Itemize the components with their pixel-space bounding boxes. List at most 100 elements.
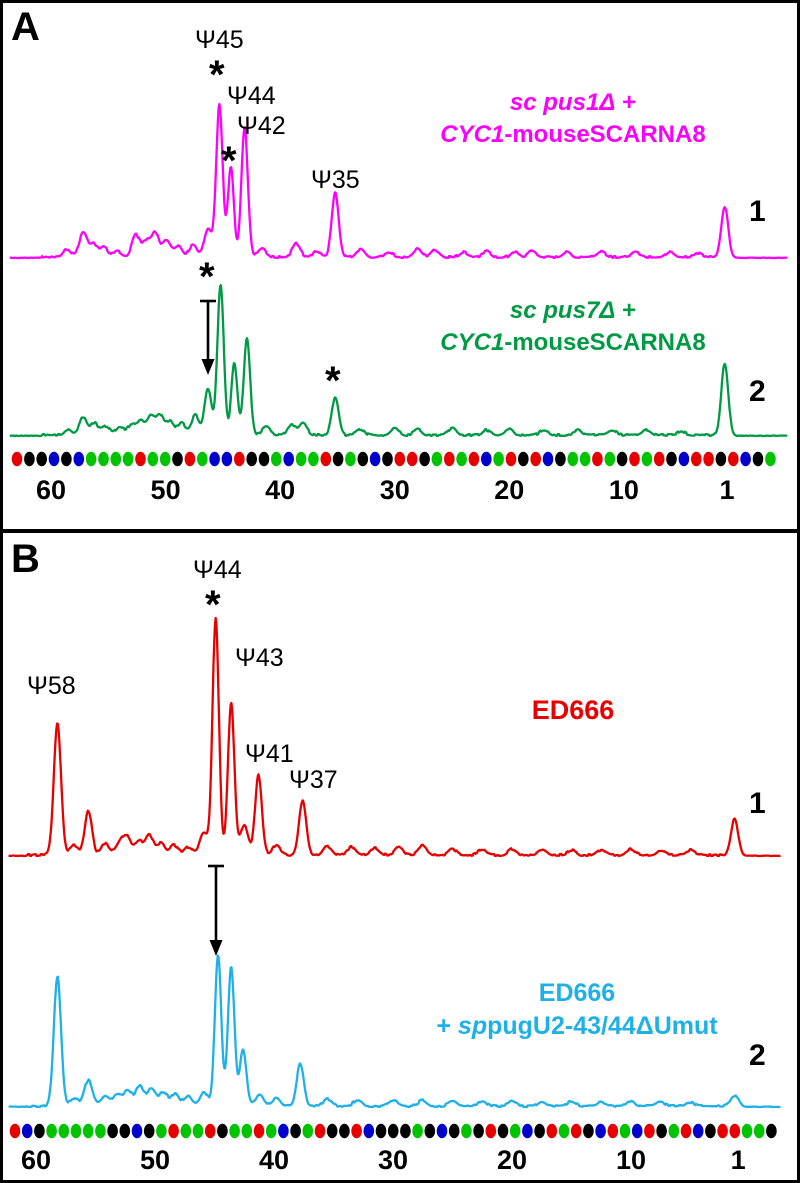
sequence-dot <box>258 451 270 467</box>
strain-line2: + sppugU2-43/44ΔUmut <box>381 1010 773 1043</box>
sequence-dot <box>631 1123 643 1139</box>
mutant-construct-name: pugU2-43/44ΔUmut <box>487 1012 718 1040</box>
sequence-dot <box>73 451 85 467</box>
star-marker-psi44-b: * <box>205 583 221 627</box>
peak-label-psi45: Ψ45 <box>195 26 244 54</box>
sequence-dot <box>345 451 356 467</box>
trace-path <box>8 954 781 1109</box>
sequence-dot <box>357 451 369 467</box>
star-marker-reduced-psi45: * <box>199 255 215 299</box>
peak-label-psi44-b: Ψ44 <box>193 556 242 584</box>
construct-name: -mouseSCARNA8 <box>504 328 706 356</box>
trace-number-a1: 1 <box>749 195 766 228</box>
sequence-dot <box>394 451 406 467</box>
sequence-dot <box>555 451 566 467</box>
sequence-dot <box>217 1123 228 1139</box>
sequence-dot <box>546 1123 558 1139</box>
sequence-dot <box>46 1123 57 1139</box>
plus-sign: + <box>436 1012 458 1040</box>
construct-name: -mouseSCARNA8 <box>504 120 706 148</box>
sequence-dot <box>278 1123 289 1139</box>
sequence-dot <box>107 1123 118 1139</box>
gene-name-italic: CYC1 <box>440 120 505 148</box>
sequence-dot <box>567 451 579 467</box>
strain-italic-part: sc pus7Δ <box>509 297 616 324</box>
sequence-dot <box>644 1123 655 1139</box>
sequence-dot <box>253 1123 265 1139</box>
sequence-dot <box>168 1123 179 1139</box>
sequence-dot <box>34 1123 45 1139</box>
trace-ed666-chromatogram <box>8 616 781 858</box>
peak-label-psi37: Ψ37 <box>289 766 338 794</box>
sequence-dot <box>21 1123 33 1139</box>
arrow-down-icon <box>208 864 224 956</box>
sequence-dot <box>70 1123 82 1139</box>
sequence-dot <box>740 451 751 467</box>
trace-pus7-chromatogram <box>9 284 788 438</box>
sequence-dot <box>221 451 233 467</box>
sequence-dot <box>172 451 183 467</box>
x-axis-a: 60 50 40 30 20 10 1 <box>3 477 797 509</box>
sequence-dot <box>656 1123 667 1139</box>
sequence-dot <box>369 451 381 467</box>
sequence-dot <box>61 451 72 467</box>
axis-tick: 20 <box>496 1145 528 1175</box>
sequence-dot <box>11 451 23 467</box>
sequence-dot <box>184 451 196 467</box>
strain-label-ed666-mutant: ED666 + sppugU2-43/44ΔUmut <box>381 977 773 1043</box>
sequence-dot <box>363 1123 375 1139</box>
sequence-dot <box>424 1123 436 1139</box>
sequence-dot <box>534 1123 545 1139</box>
sequence-dot <box>36 451 47 467</box>
sequence-dot <box>766 1123 777 1139</box>
sequence-dot <box>505 451 517 467</box>
sequence-dot <box>493 451 504 467</box>
sequence-dot <box>147 451 159 467</box>
sequence-dot <box>629 451 640 467</box>
sequence-dot <box>135 451 146 467</box>
sequence-dot <box>400 1123 411 1139</box>
peak-label-psi42: Ψ42 <box>237 112 286 140</box>
sequence-dot <box>241 1123 253 1139</box>
sequence-dot <box>691 451 702 467</box>
sequence-dot <box>283 451 295 467</box>
sequence-dot <box>666 451 677 467</box>
sequence-dot <box>680 1123 692 1139</box>
trace-ed666-mutant-chromatogram <box>8 954 781 1109</box>
sequence-dot <box>542 451 554 467</box>
trace-number-b1: 1 <box>749 787 766 820</box>
sequence-dot <box>741 1123 753 1139</box>
strain-plus: + <box>615 297 637 324</box>
trace-path <box>9 102 788 260</box>
sequence-dot <box>131 1123 143 1139</box>
axis-tick: 50 <box>139 1145 171 1175</box>
strain-line1: sc pus7Δ + <box>393 295 753 327</box>
sequence-dot <box>595 1123 606 1139</box>
sequence-dot <box>24 451 35 467</box>
sequence-dot <box>717 1123 728 1139</box>
trace-pus1-chromatogram <box>9 102 788 260</box>
sequence-dot <box>9 1123 21 1139</box>
trace-number-a2: 2 <box>749 375 766 408</box>
axis-tick: 10 <box>615 1145 647 1175</box>
sequence-dot <box>461 1123 472 1139</box>
sequence-dot <box>431 451 443 467</box>
sequence-dot <box>456 451 467 467</box>
sequence-dot <box>753 1123 765 1139</box>
axis-tick: 10 <box>608 475 639 505</box>
sequence-dot <box>320 451 332 467</box>
sequence-dot <box>509 1123 521 1139</box>
sequence-dot <box>82 1123 94 1139</box>
sequence-dot <box>156 1123 167 1139</box>
strain-name: ED666 <box>531 695 615 725</box>
star-marker-psi35-pus7: * <box>325 359 341 403</box>
sequence-dot <box>692 1123 704 1139</box>
sequence-dot <box>204 1123 216 1139</box>
sequence-dot <box>678 451 690 467</box>
sequence-dot <box>570 1123 582 1139</box>
sequence-dot <box>351 1123 362 1139</box>
sequence-dot <box>314 1123 326 1139</box>
sequence-dot <box>518 451 529 467</box>
sequence-dot <box>703 451 714 467</box>
sequence-dot <box>143 1123 155 1139</box>
